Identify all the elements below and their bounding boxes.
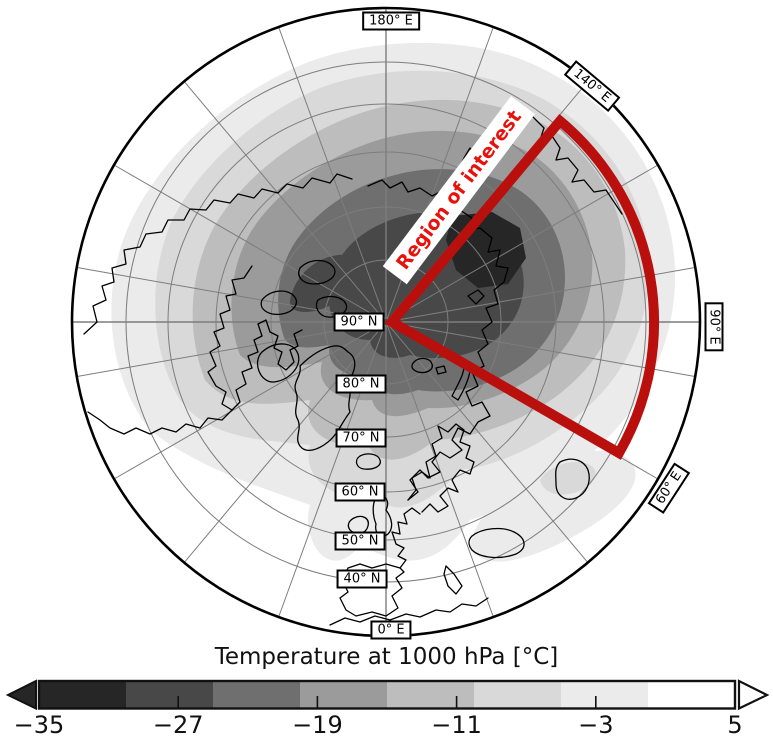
colorbar-segment bbox=[648, 681, 735, 709]
colorbar-tick-label: 5 bbox=[727, 711, 742, 736]
coastline-iceland bbox=[355, 453, 381, 470]
temp-band--10--5-caucasus bbox=[540, 461, 596, 495]
colorbar-tick-label: −3 bbox=[578, 711, 613, 736]
colorbar-tick-label: −27 bbox=[153, 711, 204, 736]
lat-label-50n: 50° N bbox=[334, 531, 386, 551]
colorbar-segment bbox=[387, 681, 474, 709]
lat-label-90n: 90° N bbox=[333, 312, 385, 332]
colorbar: −35 −27 −19 −11 −3 5 bbox=[5, 679, 770, 736]
colorbar-segment bbox=[474, 681, 561, 709]
coastline-caspian-sea bbox=[555, 458, 590, 500]
colorbar-segment bbox=[39, 681, 126, 709]
lat-label-80n: 80° N bbox=[335, 374, 387, 394]
meridian-line bbox=[114, 323, 384, 479]
meridian-line bbox=[184, 81, 385, 321]
colorbar-segment bbox=[213, 681, 300, 709]
coastline-us-east bbox=[87, 409, 233, 435]
coastline-north-africa bbox=[329, 597, 489, 626]
coastline-canada-hudson bbox=[207, 265, 303, 411]
over-range-arrow-icon bbox=[737, 679, 770, 711]
lon-label-90e: 90° E bbox=[704, 302, 724, 352]
lon-label-0e: 0° E bbox=[370, 620, 412, 640]
colorbar-tick-label: −35 bbox=[14, 711, 65, 736]
colorbar-border bbox=[37, 679, 737, 710]
meridian-line bbox=[77, 322, 384, 377]
colorbar-segment bbox=[126, 681, 213, 709]
lat-label-60n: 60° N bbox=[334, 482, 386, 502]
coastline-italy bbox=[443, 565, 463, 595]
coastline-black-sea bbox=[468, 527, 525, 559]
under-range-arrow-icon bbox=[5, 679, 37, 711]
meridian-line bbox=[278, 27, 386, 320]
colorbar-title: Temperature at 1000 hPa [°C] bbox=[214, 644, 559, 670]
meridian-line bbox=[278, 324, 386, 617]
meridian-line bbox=[184, 323, 385, 563]
colorbar-tick-label: −19 bbox=[292, 711, 343, 736]
lat-label-70n: 70° N bbox=[335, 428, 387, 448]
coastline-great-britain bbox=[372, 495, 393, 537]
colorbar-tick-label: −11 bbox=[431, 711, 482, 736]
coastline-arctic-island-1 bbox=[260, 290, 297, 316]
lon-label-180e: 180° E bbox=[362, 11, 420, 31]
lat-label-40n: 40° N bbox=[336, 569, 388, 589]
colorbar-segment bbox=[300, 681, 387, 709]
meridian-line bbox=[114, 165, 384, 321]
coastline-arctic-island-2 bbox=[298, 259, 336, 285]
coastline-greenland bbox=[294, 345, 356, 452]
colorbar-segment bbox=[561, 681, 648, 709]
coastline-western-europe-iberia bbox=[339, 507, 421, 617]
coastline-north-america-pacific bbox=[83, 173, 353, 335]
polar-map bbox=[70, 6, 702, 638]
coastline-baffin-island bbox=[257, 343, 300, 383]
